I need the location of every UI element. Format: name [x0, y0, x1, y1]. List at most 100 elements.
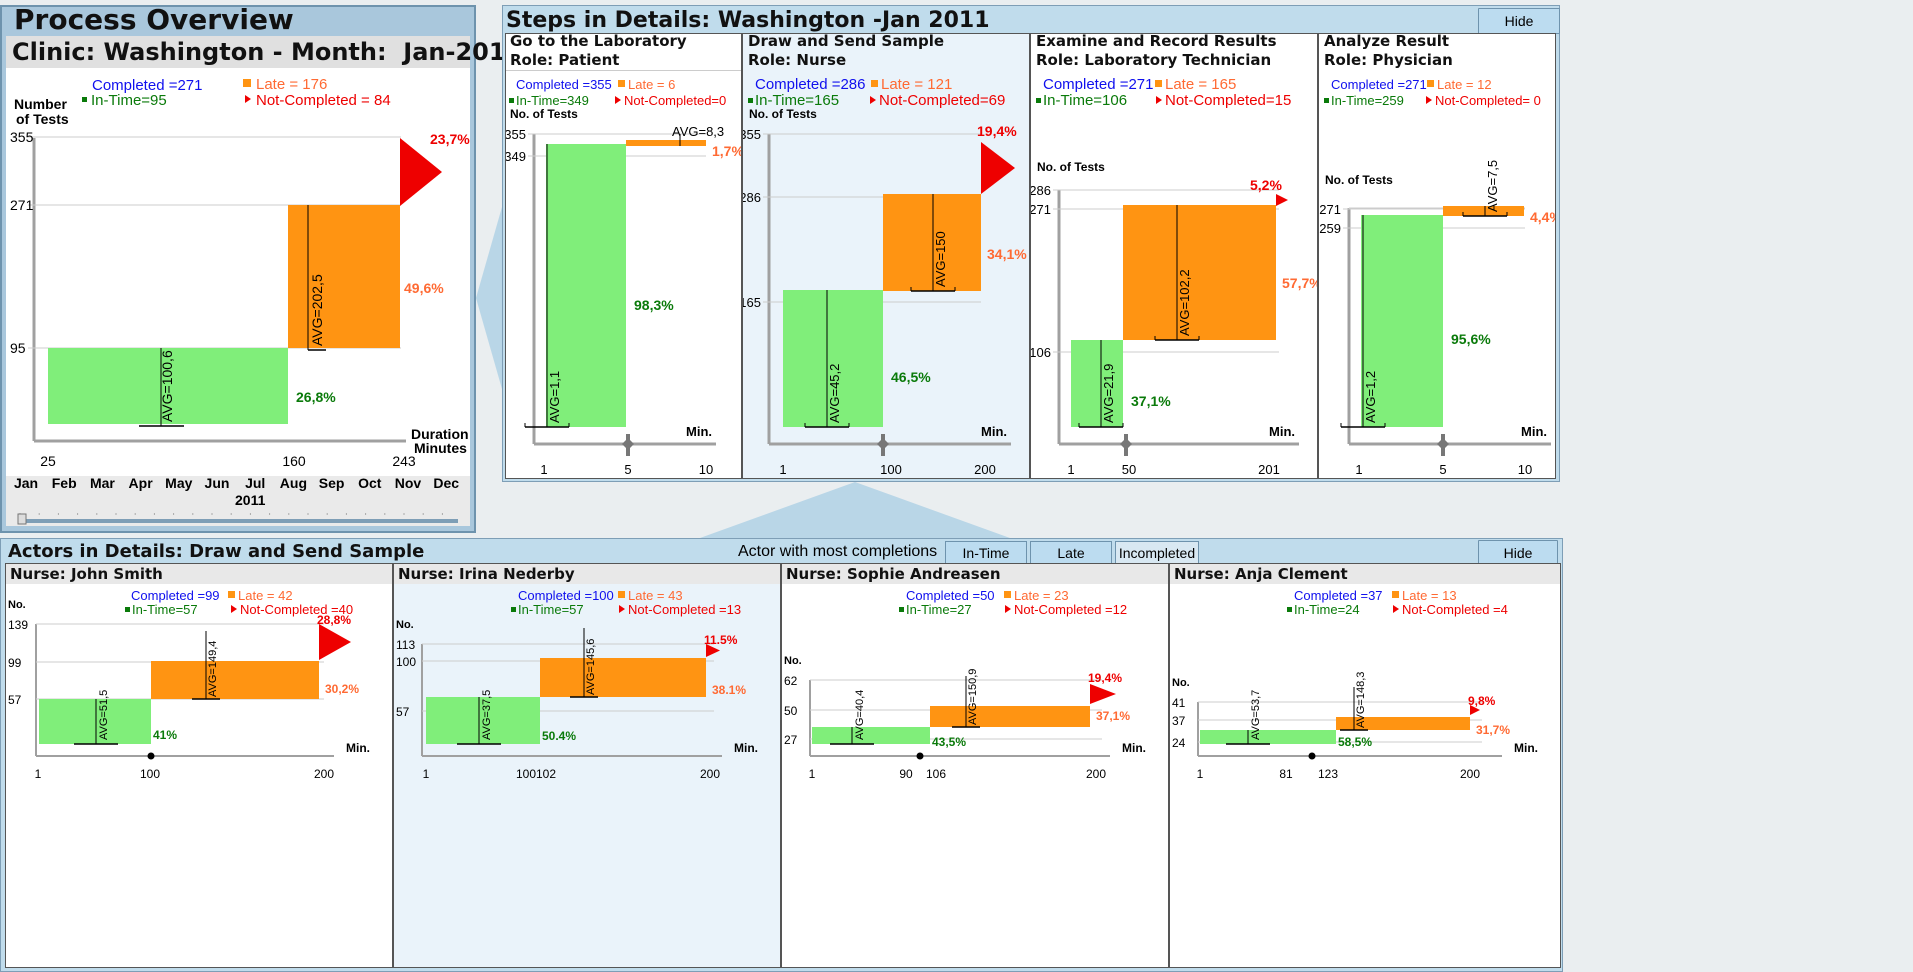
not-completed-triangle — [1276, 194, 1288, 206]
not-completed-triangle — [1090, 684, 1116, 704]
legend-not-completed-marker — [1393, 605, 1399, 613]
month-label: Apr — [129, 476, 154, 491]
in-time-bar — [1071, 340, 1123, 427]
late-bar — [1443, 206, 1524, 216]
x-tick-label: 10 — [1518, 462, 1532, 477]
timeline-bar[interactable] — [6, 476, 470, 526]
month-label: Nov — [395, 476, 422, 491]
y-tick-label: 50 — [784, 704, 798, 718]
steps-hide-button[interactable]: Hide — [1478, 8, 1560, 34]
not-completed-percent: 23,7% — [430, 131, 470, 147]
x-tick-label: 81 — [1279, 767, 1293, 781]
actor-chart-2: Completed =100 Late = 43 In-Time=57 Not-Com… — [396, 588, 758, 781]
y-axis-label: No. — [396, 619, 414, 631]
step-chart-1: Completed =355 Late = 6 In-Time=349 Not-Com… — [506, 77, 741, 477]
legend-completed: Completed =271 — [1331, 77, 1427, 92]
legend-late: Late = 13 — [1402, 588, 1457, 603]
connector-arrow — [476, 200, 504, 396]
late-percent: 1,7% — [712, 143, 741, 159]
avg-label: AVG=149,4 — [207, 641, 219, 697]
overview-subtitle: Clinic: Washington - Month: Jan-2011 — [12, 38, 523, 66]
avg-label: AVG=202,5 — [309, 274, 325, 346]
step-chart-4: Completed =271 Late = 12 In-Time=259 Not-Co… — [1319, 77, 1555, 477]
y-tick-label: 100 — [396, 655, 416, 669]
not-completed-triangle — [1470, 705, 1480, 715]
x-axis-label: Min. — [1521, 424, 1547, 439]
y-tick-label: 286 — [743, 190, 761, 205]
filter-in-time-button[interactable]: In-Time — [945, 541, 1027, 565]
connector-actors — [700, 482, 1010, 538]
x-axis-label: Min. — [981, 424, 1007, 439]
avg-label: AVG=100,6 — [159, 350, 175, 422]
x-axis-label: Min. — [1122, 741, 1146, 755]
in-time-bar — [39, 699, 151, 744]
legend-late: Late = 121 — [881, 76, 952, 93]
not-completed-percent: 11.5% — [704, 633, 738, 647]
y-axis-label: No. of Tests — [1325, 173, 1393, 187]
legend-not-completed-marker — [245, 95, 251, 103]
x-tick-label: 100 — [880, 462, 902, 477]
actor-card-2 — [393, 563, 781, 968]
x-axis-label: Min. — [346, 741, 370, 755]
x-tick-label: 123 — [1318, 767, 1338, 781]
step-header-2: Draw and Send Sample Role: Nurse — [748, 32, 945, 69]
avg-label: AVG=7,5 — [1485, 160, 1500, 212]
filter-incompleted-button[interactable]: Incompleted — [1115, 541, 1199, 565]
avg-label: AVG=40,4 — [854, 690, 866, 740]
y-tick-label: 57 — [8, 693, 22, 707]
avg-label: AVG=150 — [933, 231, 948, 287]
avg-label: AVG=102,2 — [1177, 269, 1192, 336]
y-tick-label: 62 — [784, 674, 798, 688]
in-time-percent: 50.4% — [542, 729, 576, 743]
y-tick-label: 271 — [1319, 202, 1341, 217]
month-label: Sep — [319, 476, 345, 491]
legend-in-time-marker — [1324, 98, 1329, 103]
filter-late-button[interactable]: Late — [1030, 541, 1112, 565]
late-bar — [1336, 717, 1470, 730]
divider-handle-knob — [877, 438, 889, 450]
actor-headerbar-1 — [6, 564, 392, 584]
avg-label: AVG=51,5 — [98, 690, 110, 740]
late-percent: 37,1% — [1096, 709, 1130, 723]
x-tick-label: 200 — [1460, 767, 1480, 781]
avg-label: AVG=1,2 — [1363, 371, 1378, 423]
month-label: May — [165, 476, 192, 491]
legend-completed: Completed =37 — [1294, 588, 1383, 603]
divider-handle-knob — [1120, 438, 1132, 450]
late-bar — [540, 658, 706, 697]
x-tick-label: 90 — [899, 767, 913, 781]
actor-chart-4: Completed =37 Late = 13 In-Time=24 Not-Comp… — [1172, 588, 1538, 781]
y-tick-label: 24 — [1172, 736, 1186, 750]
actor-name-1: Nurse: John Smith — [10, 565, 163, 583]
month-label: Aug — [280, 476, 307, 491]
actors-hide-button[interactable]: Hide — [1478, 540, 1558, 566]
y-tick-label: 41 — [1172, 696, 1186, 710]
x-tick-label: 1 — [779, 462, 786, 477]
timeline-months: Jan Feb Mar Apr May Jun Jul Aug Sep Oct Nov Dec — [14, 476, 459, 515]
late-percent: 49,6% — [404, 280, 444, 296]
divider-dot — [916, 752, 924, 760]
not-completed-percent: 9,8% — [1468, 694, 1496, 708]
x-tick-label: 200 — [314, 767, 334, 781]
y-tick-label: 99 — [8, 656, 22, 670]
in-time-bar — [48, 348, 288, 424]
y-tick-label: 113 — [396, 638, 415, 652]
legend-not-completed: Not-Completed=69 — [879, 92, 1005, 109]
in-time-bar — [783, 290, 883, 427]
x-axis-label: Minutes — [414, 440, 467, 456]
legend-not-completed: Not-Completed=15 — [1165, 92, 1291, 109]
legend-late-marker — [1155, 80, 1162, 87]
slider-thumb[interactable] — [17, 513, 27, 525]
actors-most-label: Actor with most completions — [738, 543, 938, 560]
legend-completed: Completed =355 — [516, 77, 612, 92]
actor-name-3: Nurse: Sophie Andreasen — [786, 565, 1001, 583]
x-axis-label: Min. — [734, 741, 758, 755]
legend-not-completed-marker — [231, 605, 237, 613]
actor-headerbar-4 — [1170, 564, 1560, 584]
legend-late-marker — [1392, 591, 1399, 598]
legend-not-completed: Not-Completed =4 — [1402, 602, 1508, 617]
late-bar — [288, 205, 400, 348]
legend-in-time-marker — [511, 607, 516, 612]
y-tick-label: 349 — [506, 149, 526, 164]
y-axis-label: Number of Tests — [14, 96, 69, 127]
